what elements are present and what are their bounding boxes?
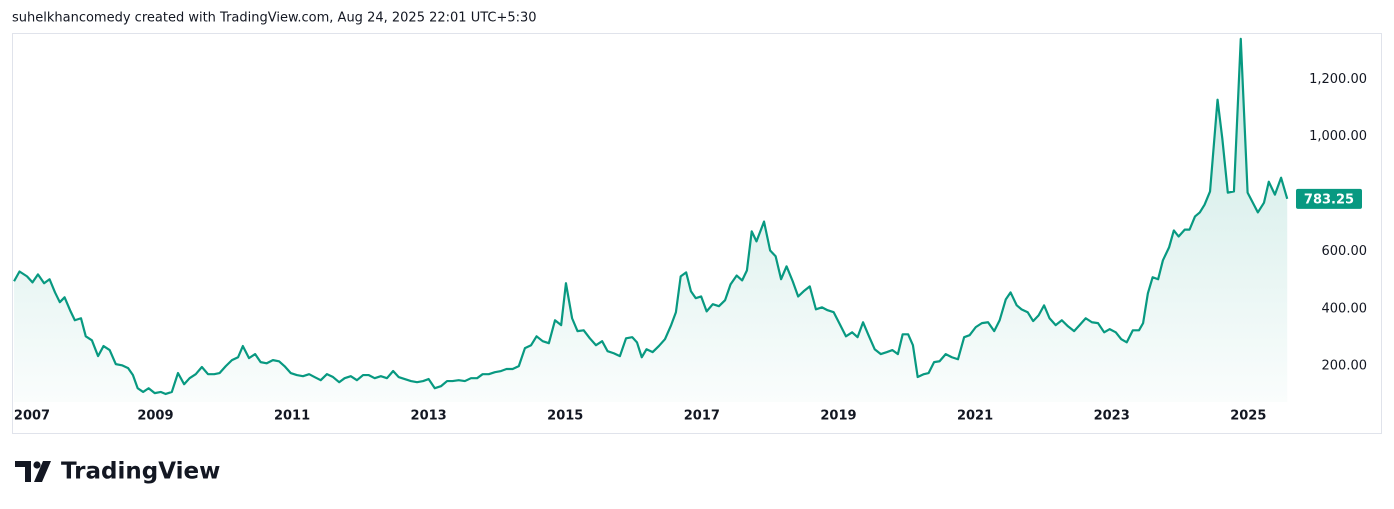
y-tick-label: 200.00 (1322, 359, 1368, 374)
logo: TradingView (15, 459, 220, 485)
chart-frame (12, 33, 1382, 434)
x-tick-label: 2017 (684, 409, 720, 424)
area-fill (14, 38, 1288, 402)
x-tick-label: 2023 (1094, 409, 1130, 424)
logo-dot (33, 461, 41, 469)
brand: TradingView (61, 459, 220, 485)
x-tick-label: 2007 (14, 409, 50, 424)
x-tick-label: 2019 (820, 409, 856, 424)
y-tick-label: 400.00 (1322, 301, 1368, 316)
x-tick-label: 2015 (547, 409, 583, 424)
last-price-badge (1296, 188, 1362, 209)
y-tick-label: 600.00 (1322, 244, 1368, 259)
x-tick-label: 2013 (411, 409, 447, 424)
x-tick-label: 2009 (137, 409, 173, 424)
price-line (13, 37, 1289, 396)
header: suhelkhancomedy created with TradingView… (12, 11, 537, 26)
logo-mark (15, 461, 31, 482)
last-price-label: 783.25 (1304, 192, 1354, 207)
y-tick-label: 1,000.00 (1309, 129, 1367, 144)
x-tick-label: 2011 (274, 409, 310, 424)
x-tick-label: 2021 (957, 409, 993, 424)
y-tick-label: 1,200.00 (1309, 72, 1367, 87)
logo-slash (34, 461, 51, 482)
x-tick-label: 2025 (1230, 409, 1266, 424)
